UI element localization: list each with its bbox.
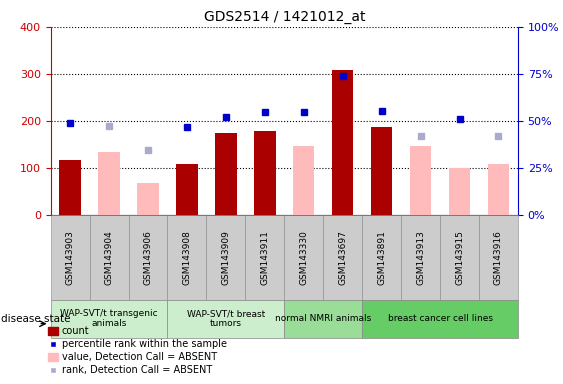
Title: GDS2514 / 1421012_at: GDS2514 / 1421012_at (204, 10, 365, 25)
Bar (293, 146, 315, 215)
Bar (371, 127, 392, 215)
Bar (449, 168, 470, 215)
Text: GSM143891: GSM143891 (377, 230, 386, 285)
Text: GSM143330: GSM143330 (300, 230, 309, 285)
Text: breast cancer cell lines: breast cancer cell lines (387, 314, 493, 323)
Bar (99, 152, 120, 215)
Text: GSM143906: GSM143906 (144, 230, 153, 285)
Bar (488, 164, 509, 215)
Text: GSM143913: GSM143913 (416, 230, 425, 285)
Bar (254, 131, 275, 215)
Text: GSM143915: GSM143915 (455, 230, 464, 285)
Text: normal NMRI animals: normal NMRI animals (275, 314, 372, 323)
Bar (410, 146, 431, 215)
Text: disease state: disease state (1, 314, 70, 324)
Text: GSM143903: GSM143903 (66, 230, 75, 285)
Bar (60, 159, 81, 215)
Text: GSM143904: GSM143904 (105, 230, 114, 285)
Text: GSM143697: GSM143697 (338, 230, 347, 285)
Bar (176, 164, 198, 215)
Text: GSM143916: GSM143916 (494, 230, 503, 285)
Text: GSM143909: GSM143909 (221, 230, 230, 285)
Legend: count, percentile rank within the sample, value, Detection Call = ABSENT, rank, : count, percentile rank within the sample… (44, 323, 231, 379)
Text: WAP-SVT/t breast
tumors: WAP-SVT/t breast tumors (187, 309, 265, 328)
Bar (332, 70, 354, 215)
Bar (137, 183, 159, 215)
Text: GSM143911: GSM143911 (260, 230, 269, 285)
Bar (215, 133, 236, 215)
Text: WAP-SVT/t transgenic
animals: WAP-SVT/t transgenic animals (60, 309, 158, 328)
Text: GSM143908: GSM143908 (182, 230, 191, 285)
